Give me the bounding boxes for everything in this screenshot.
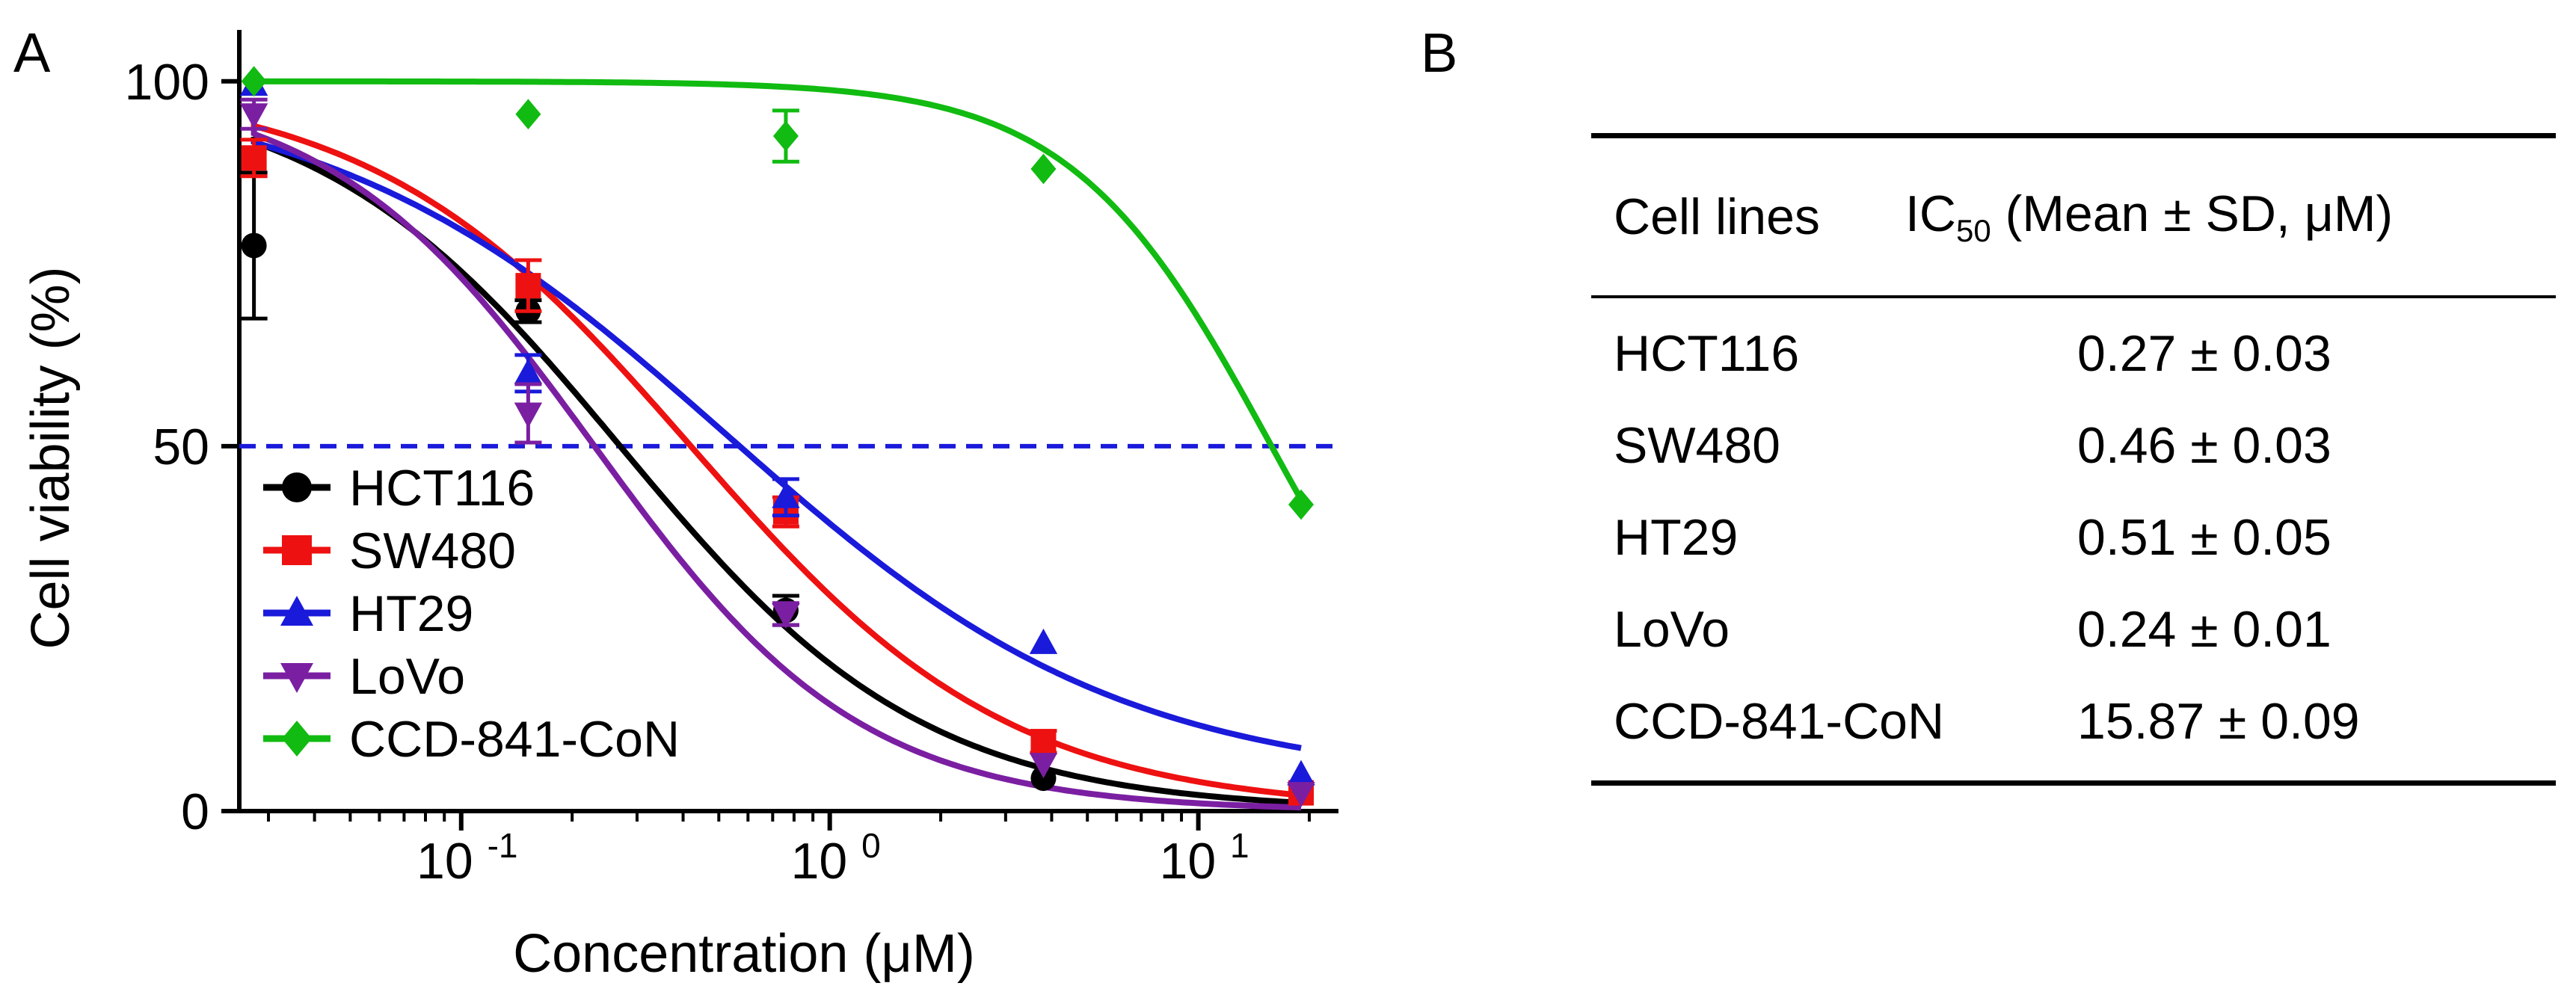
table-row: LoVo 0.24 ± 0.01 [1591,583,2556,675]
data-point [515,99,541,130]
data-point [514,358,543,384]
data-point [1029,628,1058,654]
table-row: HCT116 0.27 ± 0.03 [1591,307,2556,399]
series-ccd-841-con [241,66,1314,520]
header-ic50-rest: (Mean ± SD, μM) [1991,185,2394,242]
legend-label: CCD-841-CoN [349,711,680,768]
dose-response-chart: 0 50 100 10 -1 10 0 10 1 Concentration (μM) Cel… [21,30,1338,984]
table-bottom-rule [1591,780,2556,786]
y-tick-label: 0 [181,783,209,840]
ic50-value: 0.24 ± 0.01 [2077,600,2331,658]
table-body: HCT116 0.27 ± 0.03 SW480 0.46 ± 0.03 HT2… [1591,298,2556,780]
legend-marker [280,596,313,626]
cell-line-name: HT29 [1614,508,1739,566]
table-header-rule [1591,295,2556,298]
data-point [241,145,267,171]
data-point [1287,782,1315,808]
data-point [239,103,268,129]
data-point [241,232,267,259]
ic50-table: Cell lines IC50 (Mean ± SD, μM) HCT116 0… [1591,133,2556,786]
ic50-value: 15.87 ± 0.09 [2077,692,2360,750]
ic50-value: 0.46 ± 0.03 [2077,416,2331,474]
legend-label: LoVo [349,648,465,705]
data-point [772,482,800,508]
legend-label: HT29 [349,585,473,642]
table-header-row: Cell lines IC50 (Mean ± SD, μM) [1591,138,2556,295]
legend-item-lovo: LoVo [263,648,465,705]
x-axis-label: Concentration (μM) [513,924,975,984]
legend-item-ccd-841-con: CCD-841-CoN [263,711,680,768]
cell-line-name: LoVo [1614,600,1730,658]
fit-curve-sw480 [250,122,1302,798]
cell-line-name: CCD-841-CoN [1614,692,1945,750]
data-point [241,66,267,97]
data-point [1287,760,1315,786]
y-tick-label: 50 [153,419,209,475]
cell-line-name: HCT116 [1614,324,1800,382]
x-tick-label: 10 1 [1160,826,1249,890]
table-top-rule [1591,133,2556,138]
legend-item-hct116: HCT116 [263,460,535,517]
fit-curve-ht29 [250,138,1302,751]
data-point [514,402,543,428]
legend-marker [280,663,313,693]
fit-curve-ccd-841-con [253,78,1304,502]
fit-curve-lovo [250,129,1302,811]
panel-b-label: B [1421,22,1458,84]
panel-a-label: A [13,22,51,84]
legend-label: HCT116 [349,460,535,517]
legend-item-ht29: HT29 [263,585,473,642]
data-point [515,273,541,299]
x-tick-label: 10 -1 [416,826,517,890]
legend-marker [282,472,312,502]
series-sw480 [240,138,1314,806]
legend-item-sw480: SW480 [263,523,516,579]
header-ic50: IC50 (Mean ± SD, μM) [1905,185,2556,249]
data-point [772,120,799,152]
y-axis-label: Cell viability (%) [21,266,81,649]
legend-label: SW480 [349,523,516,579]
cell-line-name: SW480 [1614,416,1780,474]
header-ic50-subscript: 50 [1956,213,1991,248]
y-tick-label: 100 [125,54,209,111]
header-ic50-main: IC [1905,185,1956,242]
data-point [1288,489,1314,520]
data-point [1030,153,1057,185]
data-point [1029,753,1058,779]
table-row: CCD-841-CoN 15.87 ± 0.09 [1591,675,2556,767]
table-row: SW480 0.46 ± 0.03 [1591,399,2556,491]
data-point [1030,729,1057,755]
legend-marker [282,535,312,565]
ic50-value: 0.51 ± 0.05 [2077,508,2331,566]
legend-marker [282,721,312,757]
table-row: HT29 0.51 ± 0.05 [1591,491,2556,583]
ic50-value: 0.27 ± 0.03 [2077,324,2331,382]
header-cell-lines: Cell lines [1614,188,1820,245]
series-lovo [239,97,1315,808]
data-point [772,603,800,629]
x-tick-label: 10 0 [791,826,881,890]
